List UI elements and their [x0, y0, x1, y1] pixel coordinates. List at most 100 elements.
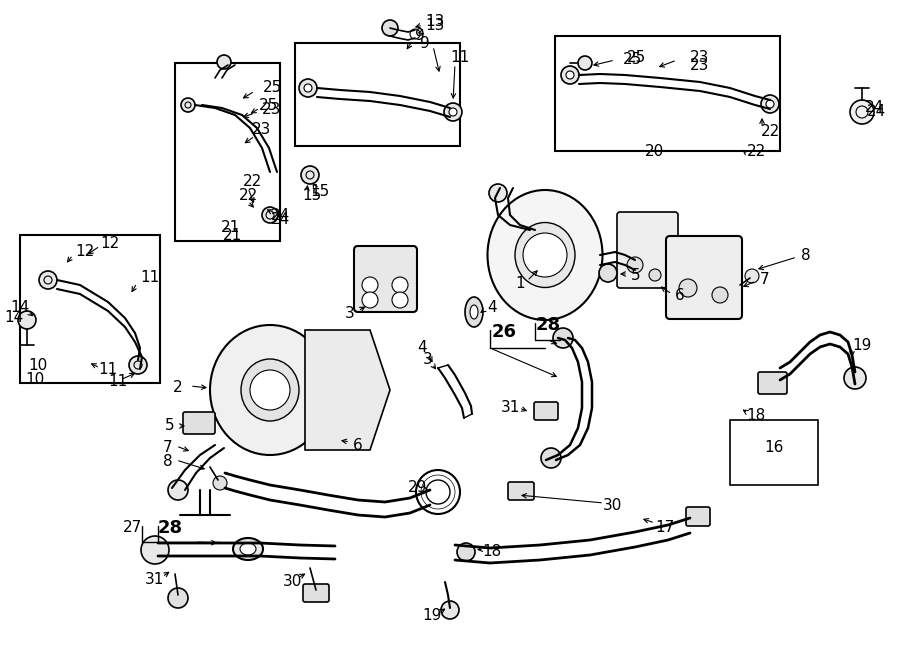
Text: 4: 4 — [487, 301, 497, 315]
Circle shape — [141, 536, 169, 564]
Circle shape — [262, 207, 278, 223]
Text: 10: 10 — [29, 358, 48, 373]
Text: 14: 14 — [11, 301, 30, 315]
Circle shape — [213, 476, 227, 490]
Text: 19: 19 — [852, 338, 872, 352]
Text: 27: 27 — [122, 520, 141, 535]
Text: 26: 26 — [491, 323, 517, 341]
Circle shape — [129, 356, 147, 374]
FancyBboxPatch shape — [617, 212, 678, 288]
Text: 9: 9 — [420, 36, 430, 50]
Text: 8: 8 — [163, 455, 173, 469]
Circle shape — [523, 233, 567, 277]
Circle shape — [410, 29, 420, 39]
Circle shape — [541, 448, 561, 468]
Circle shape — [457, 543, 475, 561]
Circle shape — [250, 370, 290, 410]
Circle shape — [392, 292, 408, 308]
Text: 25: 25 — [263, 81, 282, 95]
Circle shape — [599, 264, 617, 282]
Text: 19: 19 — [422, 607, 442, 623]
Text: 11: 11 — [140, 270, 159, 286]
Text: 21: 21 — [220, 221, 239, 235]
Text: 13: 13 — [426, 17, 445, 32]
Text: 11: 11 — [98, 362, 118, 377]
Circle shape — [382, 20, 398, 36]
Text: 25: 25 — [623, 52, 642, 67]
Text: 24: 24 — [866, 100, 885, 116]
Text: 23: 23 — [690, 58, 710, 73]
Text: 2: 2 — [173, 381, 183, 395]
Circle shape — [850, 100, 874, 124]
Text: 18: 18 — [746, 407, 766, 422]
FancyBboxPatch shape — [508, 482, 534, 500]
Text: 25: 25 — [258, 98, 277, 112]
Circle shape — [553, 328, 573, 348]
Polygon shape — [305, 330, 390, 450]
Text: 10: 10 — [25, 373, 45, 387]
Text: 22: 22 — [243, 175, 263, 190]
Text: 13: 13 — [426, 15, 445, 30]
Circle shape — [441, 601, 459, 619]
Text: 6: 6 — [353, 438, 363, 453]
Ellipse shape — [233, 538, 263, 560]
Circle shape — [712, 287, 728, 303]
Text: 24: 24 — [270, 212, 290, 227]
Ellipse shape — [515, 223, 575, 288]
Text: 22: 22 — [746, 145, 766, 159]
Bar — [730, 420, 818, 485]
Circle shape — [679, 279, 697, 297]
Text: 20: 20 — [645, 145, 664, 159]
FancyBboxPatch shape — [666, 236, 742, 319]
Text: 23: 23 — [252, 122, 272, 137]
Circle shape — [449, 108, 457, 116]
FancyBboxPatch shape — [354, 246, 417, 312]
Circle shape — [39, 271, 57, 289]
Circle shape — [304, 84, 312, 92]
Circle shape — [766, 100, 774, 108]
Text: 3: 3 — [423, 352, 433, 368]
Text: 7: 7 — [163, 440, 173, 455]
Circle shape — [745, 269, 759, 283]
Text: 30: 30 — [283, 574, 302, 590]
FancyBboxPatch shape — [303, 584, 329, 602]
Circle shape — [844, 367, 866, 389]
Circle shape — [301, 166, 319, 184]
Ellipse shape — [240, 543, 256, 555]
Circle shape — [168, 480, 188, 500]
Bar — [295, 43, 460, 146]
Text: 12: 12 — [101, 237, 120, 251]
Ellipse shape — [241, 359, 299, 421]
FancyBboxPatch shape — [758, 372, 787, 394]
Text: 8: 8 — [801, 247, 811, 262]
Text: 11: 11 — [450, 50, 470, 65]
Circle shape — [18, 311, 36, 329]
Text: 24: 24 — [867, 104, 886, 120]
Circle shape — [761, 95, 779, 113]
FancyBboxPatch shape — [686, 507, 710, 526]
Text: 28: 28 — [536, 316, 561, 334]
Text: 15: 15 — [310, 184, 329, 200]
Text: 18: 18 — [482, 545, 501, 559]
Text: 22: 22 — [238, 188, 257, 202]
Text: 5: 5 — [631, 268, 641, 282]
Text: 21: 21 — [222, 227, 241, 243]
Text: 16: 16 — [764, 440, 784, 455]
Text: 7: 7 — [760, 272, 770, 288]
Circle shape — [217, 55, 231, 69]
Circle shape — [627, 257, 643, 273]
Text: 17: 17 — [655, 520, 675, 535]
Circle shape — [566, 71, 574, 79]
Circle shape — [299, 79, 317, 97]
FancyBboxPatch shape — [183, 412, 215, 434]
Ellipse shape — [470, 305, 478, 319]
Text: 4: 4 — [418, 340, 427, 356]
Text: 30: 30 — [602, 498, 622, 512]
Bar — [555, 36, 780, 151]
Text: 28: 28 — [158, 519, 183, 537]
FancyBboxPatch shape — [534, 402, 558, 420]
Text: 25: 25 — [627, 50, 646, 65]
Text: 23: 23 — [262, 102, 282, 118]
Circle shape — [392, 277, 408, 293]
Text: 15: 15 — [302, 188, 321, 202]
